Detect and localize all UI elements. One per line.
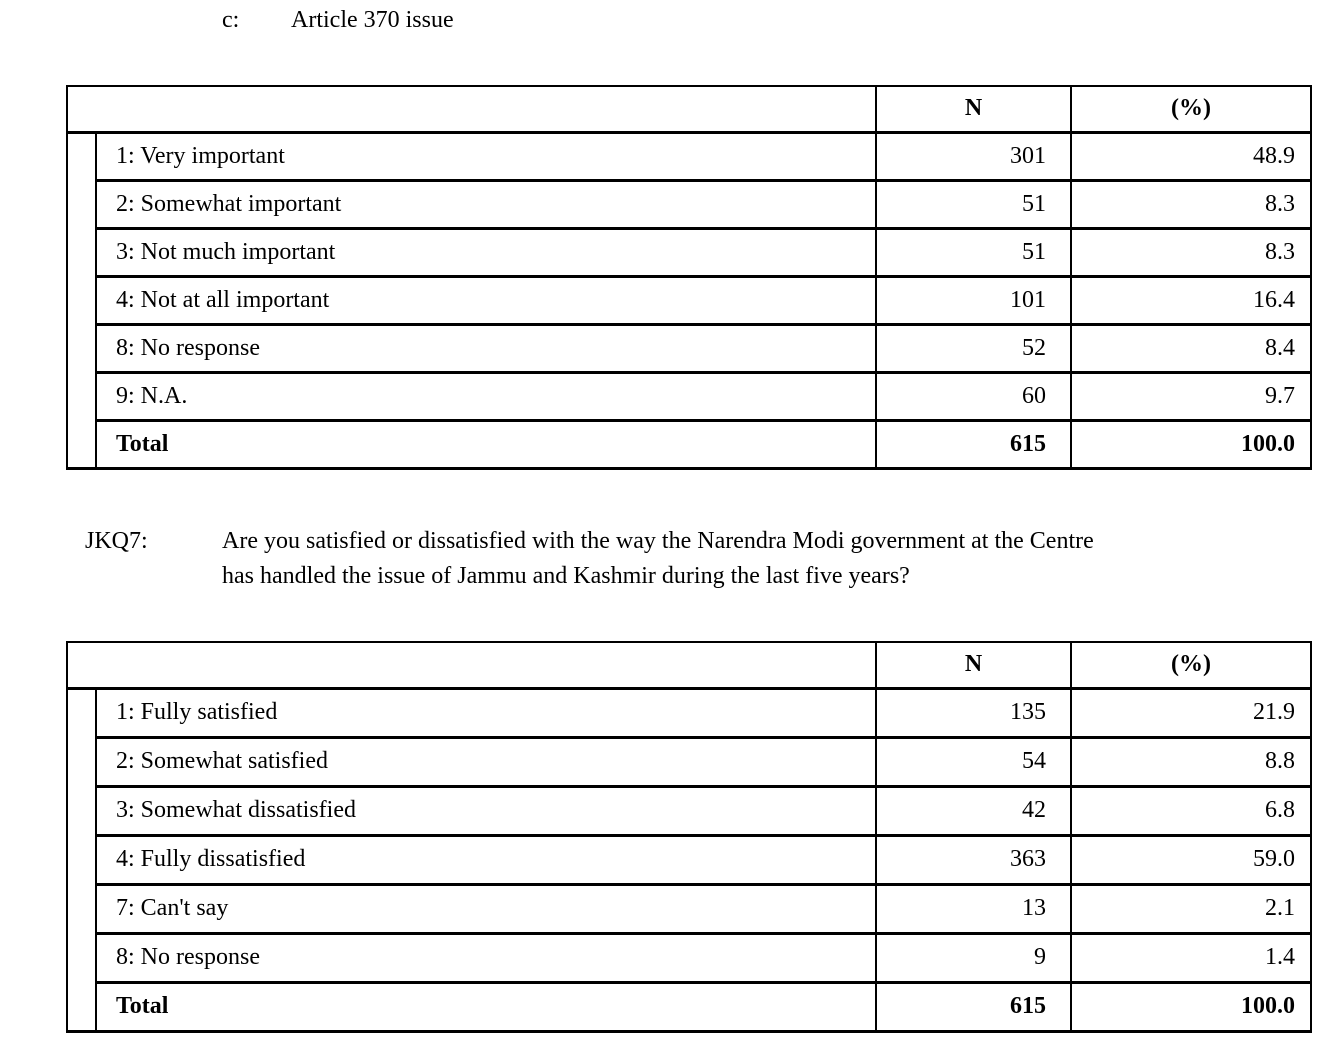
pct-value-cell: 59.0 [1070,833,1312,886]
row-label-cell: 2: Somewhat important [95,178,877,230]
total-label-cell: Total [95,418,877,470]
table-row: 7: Can't say 13 2.1 [67,882,1312,935]
header-blank-cell [66,641,877,690]
table-header-row: N (%) [66,85,1312,134]
section-letter: c: [222,7,240,33]
table-row: 4: Not at all important 101 16.4 [67,274,1312,326]
column-header-n: N [875,641,1072,690]
pct-value-cell: 16.4 [1070,274,1312,326]
total-pct-cell: 100.0 [1070,980,1312,1033]
pct-value-cell: 8.4 [1070,322,1312,374]
row-label-cell: 4: Fully dissatisfied [95,833,877,886]
column-header-pct: (%) [1070,641,1312,690]
pct-value-cell: 48.9 [1070,130,1312,182]
n-value-cell: 51 [875,178,1072,230]
gutter-cell [66,686,97,1033]
table-row: 3: Somewhat dissatisfied 42 6.8 [67,784,1312,837]
gutter-cell [66,130,97,470]
pct-value-cell: 8.3 [1070,226,1312,278]
n-value-cell: 54 [875,735,1072,788]
pct-value-cell: 1.4 [1070,931,1312,984]
column-header-pct: (%) [1070,85,1312,134]
n-value-cell: 13 [875,882,1072,935]
total-label-cell: Total [95,980,877,1033]
row-label-cell: 8: No response [95,322,877,374]
pct-value-cell: 9.7 [1070,370,1312,422]
table-row: 8: No response 9 1.4 [67,931,1312,984]
n-value-cell: 51 [875,226,1072,278]
row-label-cell: 2: Somewhat satisfied [95,735,877,788]
row-label-cell: 8: No response [95,931,877,984]
total-pct-cell: 100.0 [1070,418,1312,470]
table-row: 1: Very important 301 48.9 [66,130,1312,470]
table-row: 3: Not much important 51 8.3 [67,226,1312,278]
jkq7-satisfaction-table: N (%) 1: Fully satisfied 135 21.9 2: Som… [66,641,1312,1033]
row-label-cell: 3: Somewhat dissatisfied [95,784,877,837]
n-value-cell: 9 [875,931,1072,984]
column-header-n: N [875,85,1072,134]
n-value-cell: 52 [875,322,1072,374]
table-row: 9: N.A. 60 9.7 [67,370,1312,422]
row-label-cell: 9: N.A. [95,370,877,422]
table-total-row: Total 615 100.0 [67,418,1312,470]
n-value-cell: 60 [875,370,1072,422]
n-value-cell: 363 [875,833,1072,886]
row-label-cell: 1: Fully satisfied [95,686,877,739]
table-row: 2: Somewhat important 51 8.3 [67,178,1312,230]
row-label-cell: 1: Very important [95,130,877,182]
table-total-row: Total 615 100.0 [67,980,1312,1033]
table-row: 2: Somewhat satisfied 54 8.8 [67,735,1312,788]
total-n-cell: 615 [875,980,1072,1033]
table-header-row: N (%) [66,641,1312,690]
question-text: Are you satisfied or dissatisfied with t… [222,524,1327,594]
table-row: 4: Fully dissatisfied 363 59.0 [67,833,1312,886]
question-line-1: Are you satisfied or dissatisfied with t… [222,528,1094,554]
table-row: 1: Fully satisfied 135 21.9 [66,686,1312,1033]
question-id: JKQ7: [85,528,148,554]
total-n-cell: 615 [875,418,1072,470]
row-label-cell: 7: Can't say [95,882,877,935]
pct-value-cell: 8.3 [1070,178,1312,230]
question-block: JKQ7: Are you satisfied or dissatisfied … [0,524,1342,600]
section-title: Article 370 issue [291,7,454,33]
n-value-cell: 135 [875,686,1072,739]
n-value-cell: 101 [875,274,1072,326]
n-value-cell: 42 [875,784,1072,837]
table-row: 8: No response 52 8.4 [67,322,1312,374]
section-heading: c: Article 370 issue [0,7,1342,41]
pct-value-cell: 2.1 [1070,882,1312,935]
article-370-importance-table: N (%) 1: Very important 301 48.9 2: Some… [66,85,1312,470]
pct-value-cell: 8.8 [1070,735,1312,788]
question-line-2: has handled the issue of Jammu and Kashm… [222,563,910,589]
n-value-cell: 301 [875,130,1072,182]
row-label-cell: 3: Not much important [95,226,877,278]
header-blank-cell [66,85,877,134]
pct-value-cell: 6.8 [1070,784,1312,837]
pct-value-cell: 21.9 [1070,686,1312,739]
row-label-cell: 4: Not at all important [95,274,877,326]
